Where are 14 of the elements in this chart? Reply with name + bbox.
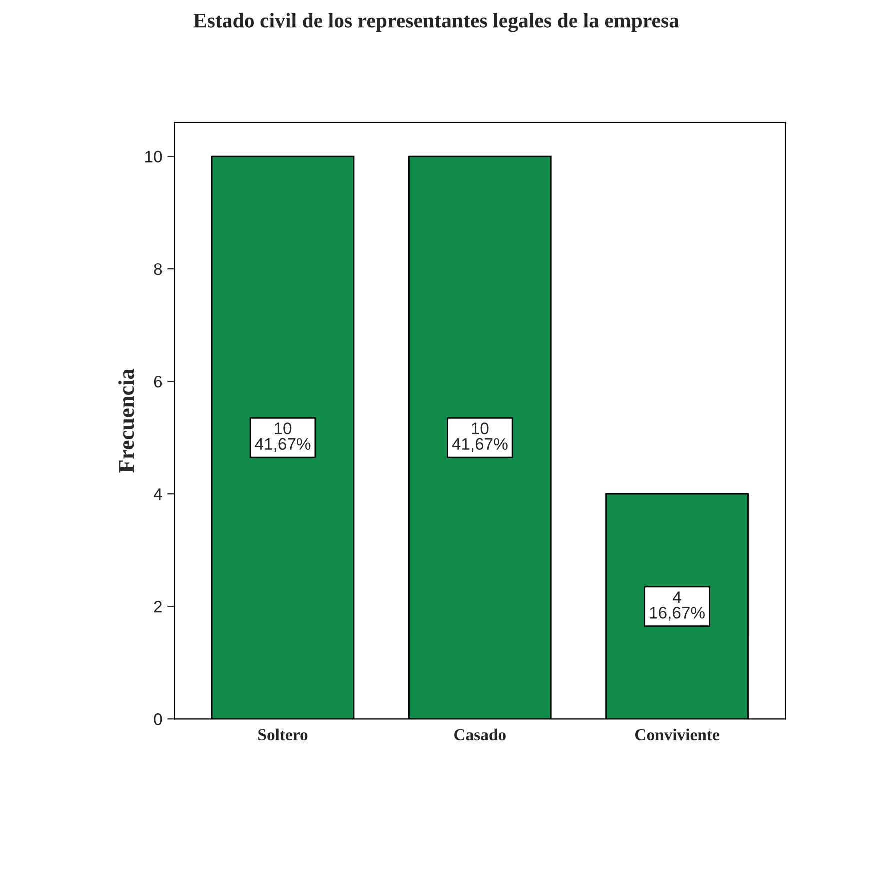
x-tick-label: Casado	[454, 728, 506, 741]
y-tick-label: 4	[154, 488, 162, 500]
y-tick-label: 8	[154, 263, 162, 276]
x-tick-label: Soltero	[258, 728, 308, 741]
y-tick-label: 0	[154, 714, 162, 726]
data-label: 10 41,67%	[255, 422, 311, 452]
y-tick-label: 6	[154, 376, 162, 388]
x-tick-label: Conviviente	[636, 728, 720, 741]
y-axis-title: Frecuencia	[118, 369, 134, 473]
chart-title: Estado civil de los representantes legales de la empresa	[194, 13, 680, 32]
y-tick-label: 10	[146, 150, 162, 163]
data-label: 4 16,67%	[650, 592, 705, 621]
data-label: 10 41,67%	[452, 422, 508, 452]
y-tick-label: 2	[154, 601, 162, 613]
